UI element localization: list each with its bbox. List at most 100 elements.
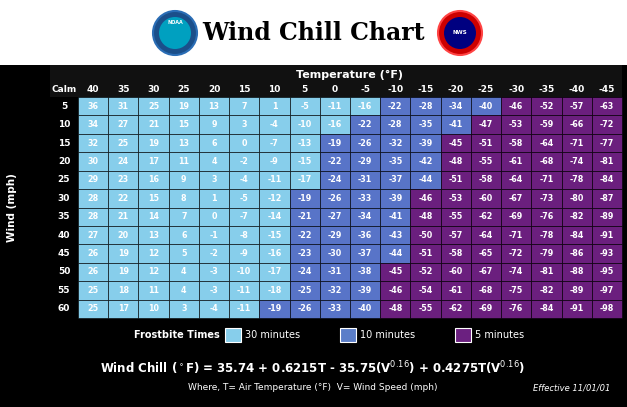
Text: 26: 26 xyxy=(88,267,98,276)
Text: -24: -24 xyxy=(297,267,312,276)
Bar xyxy=(562,97,592,116)
Bar xyxy=(441,97,471,116)
Text: -15: -15 xyxy=(418,85,434,94)
Text: -82: -82 xyxy=(539,286,554,295)
Text: -9: -9 xyxy=(240,249,248,258)
Text: -4: -4 xyxy=(209,304,218,313)
Text: -26: -26 xyxy=(328,194,342,203)
Text: Frostbite Times: Frostbite Times xyxy=(134,330,220,340)
Bar xyxy=(562,152,592,171)
Bar xyxy=(501,208,531,226)
Text: 29: 29 xyxy=(88,175,98,184)
Text: -76: -76 xyxy=(539,212,554,221)
Text: 10: 10 xyxy=(148,304,159,313)
Text: -19: -19 xyxy=(298,194,312,203)
Bar xyxy=(592,208,622,226)
Text: -4: -4 xyxy=(240,175,248,184)
Bar xyxy=(501,171,531,189)
Bar xyxy=(562,281,592,300)
Text: -32: -32 xyxy=(388,138,403,148)
Bar xyxy=(199,134,229,152)
Text: -2: -2 xyxy=(240,157,249,166)
Text: 11: 11 xyxy=(178,157,189,166)
Bar xyxy=(350,116,380,134)
Text: 55: 55 xyxy=(58,286,70,295)
Bar xyxy=(78,116,108,134)
Text: -84: -84 xyxy=(539,304,554,313)
Bar xyxy=(592,263,622,281)
Text: -29: -29 xyxy=(358,157,372,166)
Text: -47: -47 xyxy=(479,120,493,129)
Bar xyxy=(290,171,320,189)
Text: -11: -11 xyxy=(237,286,251,295)
Bar xyxy=(501,134,531,152)
Text: -55: -55 xyxy=(418,304,433,313)
Bar xyxy=(108,300,139,318)
Bar xyxy=(380,281,411,300)
Text: 25: 25 xyxy=(118,138,129,148)
Text: -69: -69 xyxy=(509,212,524,221)
Text: -37: -37 xyxy=(358,249,372,258)
Text: -78: -78 xyxy=(539,231,554,240)
Text: Temperature (°F): Temperature (°F) xyxy=(297,70,404,80)
Text: 13: 13 xyxy=(178,138,189,148)
Text: -44: -44 xyxy=(418,175,433,184)
Text: -26: -26 xyxy=(297,304,312,313)
Bar xyxy=(290,189,320,208)
Text: -7: -7 xyxy=(240,212,248,221)
Text: -38: -38 xyxy=(358,267,372,276)
Text: -87: -87 xyxy=(599,194,614,203)
Bar xyxy=(260,97,290,116)
Text: 1: 1 xyxy=(211,194,217,203)
Bar xyxy=(108,226,139,244)
Bar xyxy=(260,171,290,189)
Text: -3: -3 xyxy=(209,286,218,295)
Text: 9: 9 xyxy=(181,175,186,184)
Bar xyxy=(139,244,169,263)
Bar xyxy=(471,189,501,208)
Bar xyxy=(441,171,471,189)
Text: -20: -20 xyxy=(448,85,464,94)
Bar xyxy=(320,226,350,244)
Text: -89: -89 xyxy=(569,286,584,295)
Text: -54: -54 xyxy=(418,286,433,295)
Text: -40: -40 xyxy=(479,102,493,111)
Bar xyxy=(471,263,501,281)
Text: -34: -34 xyxy=(358,212,372,221)
Text: -13: -13 xyxy=(298,138,312,148)
Text: -19: -19 xyxy=(267,304,282,313)
Text: 40: 40 xyxy=(58,231,70,240)
Text: 60: 60 xyxy=(58,304,70,313)
Text: 21: 21 xyxy=(148,120,159,129)
Bar xyxy=(139,189,169,208)
Bar xyxy=(441,263,471,281)
Bar xyxy=(592,134,622,152)
Bar xyxy=(139,263,169,281)
Text: -17: -17 xyxy=(267,267,282,276)
Circle shape xyxy=(444,17,476,49)
Bar xyxy=(260,208,290,226)
Text: 0: 0 xyxy=(211,212,217,221)
Text: -4: -4 xyxy=(270,120,279,129)
Text: 17: 17 xyxy=(118,304,129,313)
Bar xyxy=(501,300,531,318)
Text: -69: -69 xyxy=(479,304,493,313)
Bar xyxy=(260,134,290,152)
Bar xyxy=(78,281,108,300)
Text: -89: -89 xyxy=(599,212,614,221)
Text: 14: 14 xyxy=(148,212,159,221)
Bar xyxy=(592,300,622,318)
Text: -7: -7 xyxy=(270,138,279,148)
Bar xyxy=(531,189,562,208)
Bar xyxy=(380,263,411,281)
Text: -11: -11 xyxy=(328,102,342,111)
Text: 31: 31 xyxy=(118,102,129,111)
Bar xyxy=(562,189,592,208)
Text: 7: 7 xyxy=(181,212,186,221)
Bar xyxy=(199,189,229,208)
Text: -75: -75 xyxy=(509,286,524,295)
Bar xyxy=(320,116,350,134)
Text: -45: -45 xyxy=(449,138,463,148)
Text: -46: -46 xyxy=(418,194,433,203)
Bar xyxy=(320,208,350,226)
